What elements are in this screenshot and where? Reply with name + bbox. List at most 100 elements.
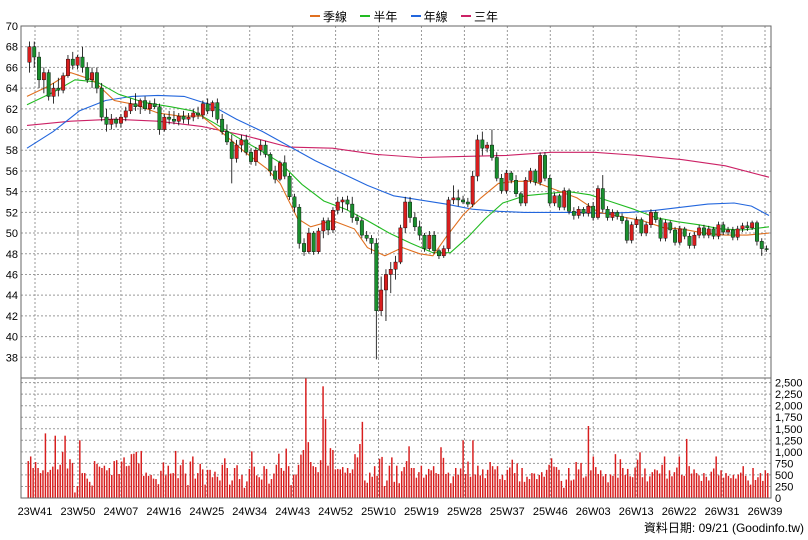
- volume-bar: [759, 473, 762, 498]
- volume-bar: [263, 466, 265, 498]
- volume-bar: [688, 466, 690, 498]
- ma-year-line: [26, 94, 770, 216]
- price-tick-label: 52: [6, 207, 18, 219]
- volume-bar: [437, 474, 440, 498]
- volume-bar: [364, 480, 366, 498]
- candle-body: [485, 144, 490, 149]
- price-tick-label: 38: [6, 352, 18, 364]
- candle-body: [46, 72, 51, 97]
- candle-body: [167, 116, 172, 120]
- price-tick-label: 40: [6, 332, 18, 344]
- candle-body: [244, 139, 249, 153]
- price-tick-label: 54: [6, 187, 18, 199]
- candle-body: [639, 219, 644, 234]
- volume-bar: [727, 475, 730, 498]
- volume-bar: [565, 479, 568, 498]
- ma-three-year-line: [26, 118, 770, 178]
- time-tick-label: 24W52: [318, 506, 353, 518]
- volume-bar: [69, 459, 71, 498]
- price-tick-label: 46: [6, 269, 18, 281]
- volume-bar: [64, 435, 66, 498]
- volume-bar: [708, 480, 710, 498]
- candle-body: [721, 224, 726, 233]
- volume-bar: [649, 476, 651, 498]
- volume-bar: [629, 476, 631, 498]
- volume-bar: [138, 463, 140, 498]
- candle-body: [576, 209, 581, 216]
- volume-bar: [37, 468, 39, 498]
- volume-bar: [651, 472, 654, 498]
- volume-bar: [712, 468, 715, 498]
- candle-body: [543, 155, 547, 179]
- candle-body: [716, 224, 721, 237]
- candle-body: [538, 155, 543, 183]
- volume-tick-label: 750: [775, 458, 793, 470]
- volume-bar: [568, 468, 570, 498]
- price-tick-label: 68: [6, 42, 18, 54]
- candle-body: [417, 226, 422, 236]
- volume-bar: [366, 482, 369, 498]
- volume-bar: [582, 477, 585, 498]
- candle-body: [287, 175, 292, 198]
- volume-bar: [300, 454, 302, 498]
- candle-body: [253, 150, 258, 162]
- volume-bar: [96, 463, 98, 498]
- volume-tick-label: 1,000: [775, 447, 803, 459]
- volume-bar: [418, 472, 420, 498]
- volume-bar: [681, 474, 683, 498]
- volume-bar: [737, 474, 740, 498]
- time-tick-label: 26W39: [748, 506, 783, 518]
- candle-body: [345, 199, 350, 205]
- time-tick-label: 26W31: [705, 506, 740, 518]
- volume-bar: [260, 479, 263, 498]
- volume-bar: [386, 480, 388, 498]
- volume-bar: [34, 462, 37, 498]
- volume-bar: [494, 469, 496, 498]
- candle-body: [668, 222, 673, 231]
- candle-body: [610, 212, 615, 218]
- candle-body: [552, 195, 557, 204]
- time-tick-label: 25W19: [404, 506, 439, 518]
- volume-bar: [319, 460, 322, 498]
- candle-body: [518, 193, 523, 204]
- volume-bar: [499, 479, 501, 498]
- volume-bar: [79, 440, 81, 498]
- volume-bar: [695, 473, 698, 498]
- volume-bar: [179, 465, 182, 498]
- volume-bar: [302, 450, 305, 498]
- volume-bar: [145, 472, 147, 498]
- volume-bar: [663, 456, 666, 498]
- volume-bar: [312, 466, 314, 498]
- candle-body: [340, 199, 345, 203]
- volume-bar: [27, 461, 29, 498]
- chart-footer: 資料日期: 09/21 (Goodinfo.tw): [644, 519, 804, 536]
- volume-bar: [39, 473, 42, 498]
- candle-body: [490, 144, 494, 158]
- volume-bar: [577, 469, 580, 498]
- volume-bar: [725, 473, 727, 498]
- volume-bar: [233, 468, 236, 498]
- panel-frames: [20, 25, 772, 499]
- volume-bar: [246, 481, 248, 498]
- volume-bar: [192, 456, 194, 498]
- volume-bar: [558, 469, 560, 498]
- volume-bar: [722, 477, 725, 498]
- volume-bar: [442, 457, 445, 498]
- candle-body: [350, 203, 355, 218]
- volume-bar: [641, 477, 644, 498]
- volume-bar: [533, 473, 536, 498]
- candle-body: [176, 115, 181, 122]
- candle-body: [379, 289, 384, 311]
- volume-bar: [391, 457, 393, 498]
- volume-bar: [572, 479, 575, 498]
- candle-body: [335, 201, 340, 211]
- candle-body: [408, 201, 412, 218]
- price-tick-label: 50: [6, 228, 18, 240]
- volume-bar: [671, 476, 673, 498]
- candle-body: [220, 118, 225, 132]
- volume-bar: [538, 474, 541, 498]
- volume-bar: [216, 476, 219, 498]
- volume-bar: [469, 476, 472, 498]
- candle-body: [369, 238, 374, 244]
- moving-average-lines: [26, 71, 770, 257]
